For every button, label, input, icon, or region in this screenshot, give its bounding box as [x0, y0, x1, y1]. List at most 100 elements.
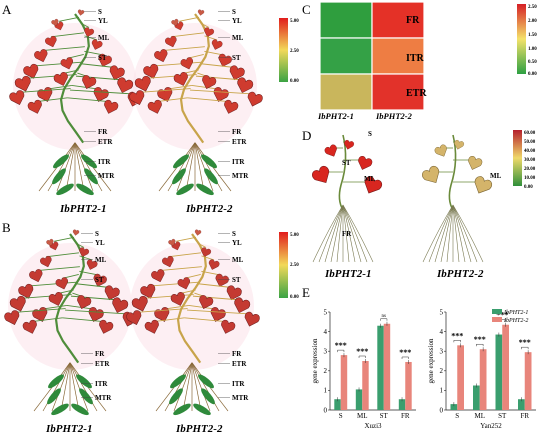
x-tick-label: ST — [380, 412, 389, 420]
seedling-leaf — [358, 156, 373, 170]
petiole — [53, 236, 75, 242]
seedling-leaf — [434, 144, 447, 157]
root — [164, 362, 193, 412]
root-leaf — [169, 388, 183, 405]
root-leaf — [48, 374, 64, 389]
scale-bar-d: 60.00 50.00 40.00 30.00 20.00 10.00 0.00 — [513, 130, 536, 190]
leaf — [45, 35, 57, 48]
y-tick-label: 3 — [440, 348, 444, 356]
heatmap-row-fr: FR — [406, 15, 420, 26]
root — [69, 362, 98, 412]
scale-b-max: 5.00 — [290, 233, 299, 238]
petiole — [167, 252, 201, 258]
seedling-d2 — [422, 134, 493, 263]
legend-label-2: IbPHT2-2 — [503, 318, 528, 324]
bud-leaf — [77, 9, 85, 16]
root — [191, 362, 211, 412]
leaf — [229, 65, 245, 81]
seedling-leaf — [454, 140, 465, 150]
root-leaf — [198, 374, 214, 389]
seedling-leaf — [474, 176, 493, 194]
significance-bracket — [476, 343, 484, 347]
bar-fr-series2 — [405, 361, 412, 410]
b1-label-s: S — [95, 230, 99, 238]
heatmap-col-2: IbPHT2-2 — [375, 111, 413, 121]
significance-mark: *** — [496, 311, 508, 320]
root — [74, 142, 94, 192]
y-tick-label: 0 — [440, 406, 444, 414]
seedling-root — [324, 204, 344, 263]
root — [167, 142, 196, 192]
y-tick-label: 4 — [324, 328, 328, 336]
leaf — [18, 283, 34, 299]
root-leaf — [47, 388, 61, 405]
leaf — [86, 259, 98, 270]
seedling-root — [428, 204, 454, 263]
leaf — [134, 75, 151, 92]
a2-label-ml: ML — [232, 34, 244, 42]
petiole — [150, 61, 202, 67]
leaf — [202, 75, 217, 89]
heatmap-cell-fr-2 — [371, 1, 425, 39]
bar-ml-series2 — [362, 361, 369, 410]
root-leaf — [173, 154, 189, 169]
bar-st-series1 — [377, 325, 384, 410]
leaf — [126, 310, 142, 325]
petiole — [67, 97, 112, 103]
seedling-root — [342, 204, 374, 263]
b1-label-itr: ITR — [95, 380, 108, 388]
significance-mark: *** — [356, 347, 368, 356]
leaf — [170, 292, 185, 306]
leaf — [226, 285, 242, 301]
a1-label-mtr: MTR — [98, 172, 115, 180]
b2-label-fr: FR — [232, 350, 242, 358]
root-leaf — [204, 168, 218, 185]
b2-label-mtr: MTR — [232, 394, 249, 402]
heatmap-c — [319, 1, 425, 111]
b1-label-fr: FR — [95, 350, 105, 358]
gene-label-a1: IbPHT2-1 — [59, 203, 106, 215]
color-gradient-c — [517, 4, 526, 74]
scale-c-4: 0.50 — [528, 60, 537, 65]
leaf — [29, 269, 43, 283]
leaf — [213, 87, 229, 102]
scale-c-3: 1.00 — [528, 47, 537, 52]
seedling-stem — [448, 134, 457, 211]
leaf — [40, 255, 52, 268]
bud-leaf — [197, 9, 205, 16]
a1-label-st: ST — [98, 54, 107, 62]
bar-fr-series1 — [398, 399, 406, 410]
petiole — [136, 88, 191, 93]
petiole — [16, 88, 71, 93]
root-leaf — [176, 183, 194, 196]
petiole — [189, 89, 256, 95]
leaf — [34, 49, 48, 63]
leaf — [237, 77, 254, 94]
root — [51, 362, 71, 412]
x-tick-label: ST — [498, 412, 507, 420]
petiole — [62, 317, 107, 323]
young-leaf — [51, 19, 59, 26]
root-leaf — [170, 374, 186, 389]
significance-mark: *** — [451, 331, 463, 340]
leaf — [4, 310, 20, 325]
d1-label-ml: ML — [364, 175, 376, 183]
seedling-leaf — [312, 165, 330, 184]
petiole — [64, 309, 131, 315]
root-leaf — [201, 154, 217, 169]
leaf — [180, 57, 193, 70]
leaf — [144, 319, 159, 334]
seedling-root — [318, 204, 344, 263]
seedling-leaf — [468, 156, 483, 170]
scale-d-3: 30.00 — [524, 158, 536, 163]
scale-bar-a: 5.00 2.50 0.00 — [279, 18, 299, 84]
scale-a-mid: 2.50 — [290, 49, 299, 54]
b1-label-ml: ML — [95, 256, 107, 264]
bar-ml-series2 — [479, 349, 487, 410]
a1-label-fr: FR — [98, 128, 108, 136]
y-tick-label: 3 — [324, 348, 328, 356]
color-gradient-d — [513, 130, 522, 186]
root-leaf — [173, 403, 191, 416]
seedling-root — [342, 204, 350, 263]
petiole — [25, 281, 77, 287]
